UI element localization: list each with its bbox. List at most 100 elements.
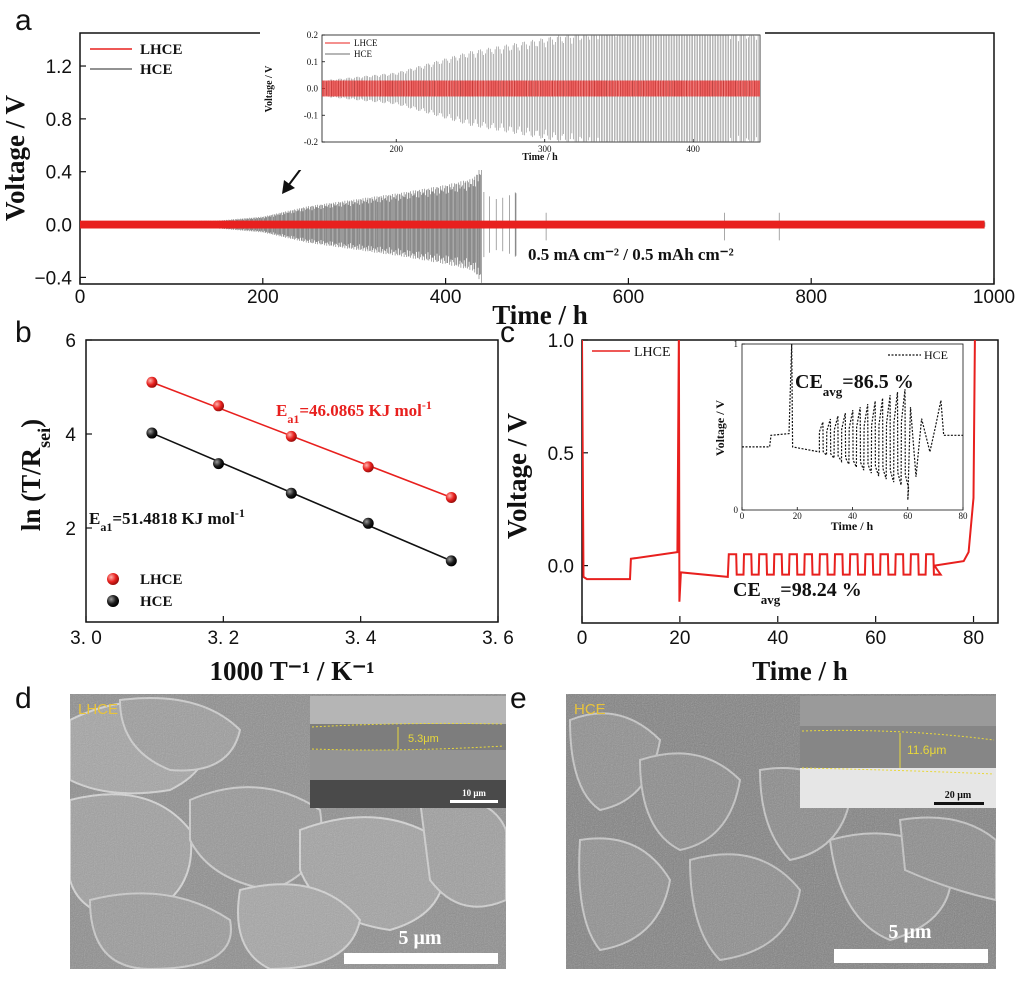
b-ytick-label: 4 xyxy=(65,425,76,446)
panel-c-ce-lhce: CEavg=98.24 % xyxy=(733,579,862,607)
b-point-lhce xyxy=(362,461,374,473)
ci-xtick-label: 40 xyxy=(848,511,858,521)
b-point-lhce xyxy=(213,400,225,412)
legend-b-hce-label: HCE xyxy=(140,594,173,610)
b-point-hce xyxy=(445,555,457,567)
sem-e-scale-label: 5 μm xyxy=(889,921,932,943)
sem-e-inset-scale-bar xyxy=(934,802,984,805)
ai-xtick-label: 300 xyxy=(538,144,552,154)
legend-lhce-label: LHCE xyxy=(140,42,183,58)
sem-e-inset: 11.6μm 20 μm xyxy=(800,696,996,808)
panel-b-frame xyxy=(85,339,499,623)
panel-a-inset-ticks: 200 300 400 -0.2 -0.1 0.0 0.1 0.2 xyxy=(304,30,701,154)
panel-a-inset-xlabel: Time / h xyxy=(522,152,558,163)
ai-ytick-label: 0.0 xyxy=(307,84,319,94)
ai-lhce-path xyxy=(322,80,760,97)
b-point-hce xyxy=(146,427,158,439)
c-xtick-label: 40 xyxy=(767,628,788,649)
panel-c-lhce-trace xyxy=(582,340,976,602)
a-lhce-path xyxy=(80,220,985,229)
sem-d-inset: 5.3μm 10 μm xyxy=(310,696,506,808)
legend-hce-marker xyxy=(107,595,119,607)
panel-a-inset-ylabel: Voltage / V xyxy=(264,65,275,112)
panel-b-ticks: 3. 0 3. 2 3. 4 3. 6 2 4 6 xyxy=(65,331,513,649)
sem-d-inset-scale-bar xyxy=(450,800,498,803)
sem-d-scale-label: 5 μm xyxy=(399,927,442,949)
panel-c-ce-hce: CEavg=86.5 % xyxy=(795,371,914,399)
panel-c-letter: c xyxy=(500,316,515,349)
panel-b-lhce-fit-label: Ea1=46.0865 KJ mol-1 xyxy=(276,398,432,426)
panel-a: a 0 200 400 600 800 1000 −0.4 0.0 0.4 0.8 1.2 Volt… xyxy=(0,4,1015,330)
b-point-hce xyxy=(285,487,297,499)
ci-xtick-label: 0 xyxy=(740,511,745,521)
b-point-lhce xyxy=(445,491,457,503)
panel-b-letter: b xyxy=(15,316,32,349)
panel-d-letter: d xyxy=(15,682,32,715)
panel-b-xlabel: 1000 T⁻¹ / K⁻¹ xyxy=(210,656,375,686)
ai-ytick-label: 0.2 xyxy=(307,30,318,40)
b-xtick-label: 3. 4 xyxy=(345,628,377,649)
sem-e-thickness-label: 11.6μm xyxy=(907,743,946,757)
b-xtick-label: 3. 0 xyxy=(70,628,102,649)
panel-e: e HCE 5 μm 11.6μm xyxy=(510,682,996,969)
panel-a-lhce-trace xyxy=(80,220,985,229)
panel-c-ticks: 0 20 40 60 80 0.0 0.5 1.0 xyxy=(548,331,985,649)
panel-c-inset-hce-trace xyxy=(742,343,963,501)
ci-ytick-label: 1 xyxy=(734,339,739,349)
panel-b-ylabel: ln (T/Rsei) xyxy=(16,419,54,531)
sem-e-inset-scale-label: 20 μm xyxy=(945,790,972,801)
ci-xtick-label: 20 xyxy=(793,511,803,521)
panel-c-inset-xlabel: Time / h xyxy=(831,519,874,533)
panel-b-points xyxy=(146,376,457,567)
c-ytick-label: 0.5 xyxy=(548,444,574,465)
ci-xtick-label: 60 xyxy=(903,511,913,521)
sem-d-thickness-label: 5.3μm xyxy=(408,733,439,745)
sem-e-label: HCE xyxy=(574,701,606,718)
panel-c-inset-ticks: 0 20 40 60 80 0 1 xyxy=(734,339,969,521)
a-xtick-label: 1000 xyxy=(973,287,1015,308)
panel-a-condition-annotation: 0.5 mA cm⁻² / 0.5 mAh cm⁻² xyxy=(528,245,734,264)
a-xtick-label: 200 xyxy=(247,287,279,308)
panel-b-hce-fit-label: Ea1=51.4818 KJ mol-1 xyxy=(89,506,245,534)
legend-b-lhce-label: LHCE xyxy=(140,572,183,588)
a-xtick-label: 400 xyxy=(430,287,462,308)
sem-d-scale-bar xyxy=(344,953,498,964)
panel-d: d LHCE 5 μm xyxy=(15,682,506,969)
ai-xtick-label: 400 xyxy=(686,144,700,154)
a-ytick-label: 0.4 xyxy=(46,163,73,184)
a-ytick-label: 0.0 xyxy=(46,216,72,237)
inset-legend-c-hce-label: HCE xyxy=(924,348,948,362)
legend-c-lhce-label: LHCE xyxy=(634,345,671,360)
sem-d-label: LHCE xyxy=(78,701,118,718)
b-point-hce xyxy=(213,458,225,470)
panel-a-letter: a xyxy=(15,4,32,37)
legend-hce-label: HCE xyxy=(140,62,173,78)
b-fit-line-hce xyxy=(151,432,452,562)
legend-lhce-marker xyxy=(107,573,119,585)
inset-legend-lhce-label: LHCE xyxy=(354,38,378,48)
b-fit-line-lhce xyxy=(151,381,452,499)
panel-a-legend: LHCE HCE xyxy=(90,42,183,78)
ci-xtick-label: 80 xyxy=(959,511,969,521)
panel-c-inset-ylabel: Voltage / V xyxy=(713,400,727,456)
ai-ytick-label: -0.1 xyxy=(304,110,318,120)
sem-e-scale-bar xyxy=(834,949,988,963)
ci-ytick-label: 0 xyxy=(734,505,739,515)
c-ytick-label: 1.0 xyxy=(548,331,574,352)
ai-xtick-label: 200 xyxy=(389,144,403,154)
panel-e-letter: e xyxy=(510,682,527,715)
a-xtick-label: 800 xyxy=(795,287,827,308)
c-xtick-label: 0 xyxy=(577,628,588,649)
sem-image-d xyxy=(70,694,506,969)
b-ytick-label: 6 xyxy=(65,331,76,352)
sem-image-e xyxy=(566,694,996,969)
b-point-hce xyxy=(362,517,374,529)
c-xtick-label: 80 xyxy=(963,628,984,649)
panel-c-ylabel: Voltage / V xyxy=(502,412,532,539)
panel-c-inset: 0 20 40 60 80 0 1 HCE CEavg=86.5 % Voltage / V… xyxy=(713,339,968,533)
a-ytick-label: −0.4 xyxy=(34,268,72,289)
panel-a-ticks: 0 200 400 600 800 1000 −0.4 0.0 0.4 0.8 1.2 xyxy=(34,57,1015,308)
a-xtick-label: 0 xyxy=(75,287,86,308)
inset-legend-hce-label: HCE xyxy=(354,49,373,59)
